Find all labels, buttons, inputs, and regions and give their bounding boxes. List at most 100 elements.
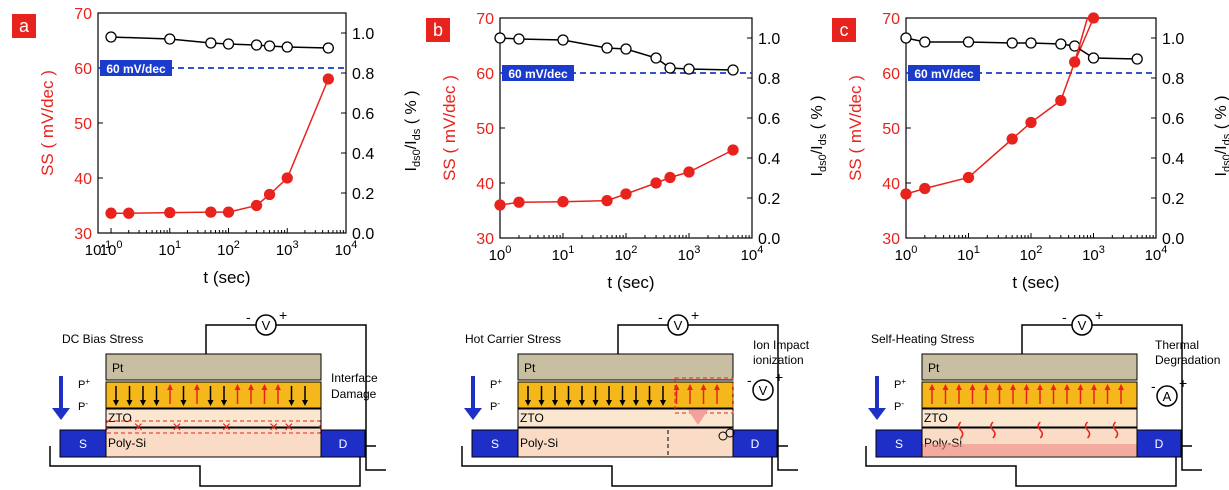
x-tick-label: 102 [1020,244,1043,264]
ids-data-point [205,37,217,49]
x-tick-exponent: 0 [911,244,917,256]
ids-data-point [683,63,695,75]
polarization-arrowhead [1037,384,1043,390]
diagram-title: Hot Carrier Stress [465,332,561,346]
heat-squiggle [1037,421,1043,439]
ids-data-point [1006,37,1018,49]
ss-data-point [1055,94,1067,107]
left-tick-label: 50 [476,121,494,138]
ss-data-point [650,177,662,189]
polarization-arrowhead [956,384,962,390]
meter-icon [255,314,277,336]
right-tick-label: 0.6 [352,106,374,123]
meter-plus: + [691,307,699,323]
y-axis-label-left: SS ( mV/dec ) [38,70,57,176]
polarization-arrowhead [606,400,612,406]
damage-mark: × [284,419,293,436]
x-tick-exponent: 2 [1036,244,1042,256]
drain-label: D [751,437,760,451]
wire [205,324,386,471]
ids-series-line [905,37,1138,60]
y-axis-label-left: SS ( mV/dec ) [846,75,865,181]
ferro-layer [105,381,322,409]
drain-contact [1136,429,1182,458]
reference-label: 60 mV/dec [508,67,568,81]
ferro-layer [517,381,734,409]
left-tick-label: 40 [882,176,900,193]
ids-data-point [650,52,662,64]
meter-minus: - [658,309,663,325]
left-tick-label: 70 [476,11,494,28]
polarization-arrowhead [983,384,989,390]
ids-data-point [494,32,506,44]
meter-plus: + [1095,307,1103,323]
x-tick-label: 102 [615,244,638,264]
ids-series-line [110,36,329,49]
left-tick-label: 50 [882,121,900,138]
superscript: + [901,377,906,386]
source-contact [875,429,923,458]
polarization-arrowhead [153,400,160,406]
zto-label: ZTO [520,411,544,425]
ids-data-point [322,42,334,54]
subscript: ds0 [1221,154,1229,172]
reference-label: 60 mV/dec [106,62,166,76]
polarization-arrowhead [288,400,295,406]
polarization-arrowhead [275,384,281,390]
superscript: - [497,399,500,408]
left-tick-label: 70 [74,6,92,23]
y-axis-label-right-part: /I [1213,145,1229,154]
ss-series-line [905,17,1095,195]
polarization-arrowhead [714,384,720,390]
ss-data-point [919,182,931,195]
ids-data-point [601,42,613,54]
x-tick-exponent: 3 [293,239,299,251]
polarization-arrowhead [525,400,531,406]
diagram-title: Self-Heating Stress [871,332,974,346]
p-minus-label: P- [490,399,500,413]
y-axis-label-right-part: /I [403,140,420,149]
ss-data-point [1025,116,1037,129]
heat-squiggle [957,421,964,439]
y-axis-label-right-part: ( % ) [809,96,826,134]
plot-frame [97,12,347,234]
x-tick-label: 101 [552,244,575,264]
heat-gradient [922,444,1137,456]
pt-layer [517,353,734,381]
ids-data-point [962,36,975,48]
ss-series-line [111,78,329,214]
impact-region [667,427,734,458]
polarization-arrowhead [180,400,187,406]
meter-plus: + [775,369,783,385]
right-tick-label: 0.0 [758,231,780,248]
pt-layer [921,353,1138,381]
meter-icon [752,379,774,401]
polarization-arrowhead [248,384,254,390]
ids-data-point [1025,37,1037,49]
x-tick-exponent: 2 [631,244,637,256]
diagram-title: DC Bias Stress [62,332,143,346]
left-tick-label: 30 [882,231,900,248]
ss-data-point [601,194,613,207]
note-text: Ion Impact [753,338,810,352]
polarization-arrowhead [565,400,572,406]
source-contact [59,429,107,458]
meter-plus: + [1179,375,1187,391]
meter-icon [1071,314,1093,336]
p-plus-label: P+ [490,377,502,391]
p-plus-label: P+ [78,377,90,391]
x-tick-exponent: -1 [101,239,111,251]
reference-label-box [100,60,172,76]
ids-data-point [620,43,632,55]
ids-data-point [900,32,912,44]
polysi-label: Poly-Si [108,436,146,450]
panel-label-box [426,18,450,42]
ss-data-point [683,166,695,178]
x-axis-label: t (sec) [607,273,654,292]
ids-data-point [1087,52,1100,64]
meter-icon [667,314,689,336]
polarization-arrowhead [592,400,599,406]
drain-label: D [1155,437,1164,451]
